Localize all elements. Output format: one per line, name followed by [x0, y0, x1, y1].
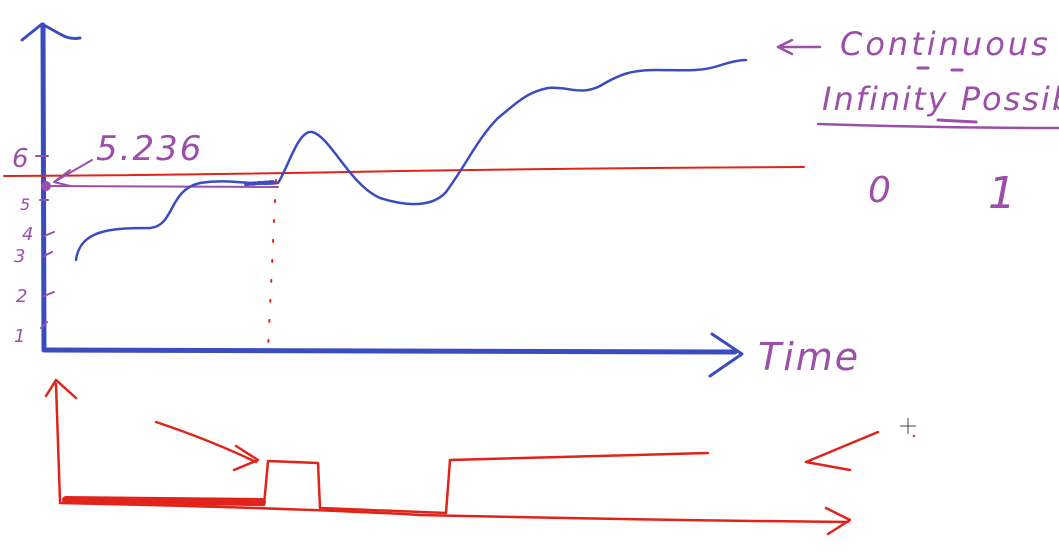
- infinity-underline: [816, 122, 1059, 130]
- y-tick-3: [43, 251, 53, 257]
- y-axis-arrowhead: [20, 22, 82, 42]
- digital-signal: [64, 451, 710, 515]
- y-tick-label-4: 4: [22, 224, 33, 245]
- sample-value-label: 5.236: [96, 129, 203, 169]
- dash-marks: [916, 66, 978, 124]
- sample-value-line: [45, 185, 279, 188]
- red-reference-line: [3, 166, 805, 177]
- sample-value-pointer: [53, 159, 93, 187]
- continuous-pointer-arrow: [776, 38, 822, 56]
- analog-graph: 6 5 4 3 2 1 5.236 Time: [3, 22, 860, 379]
- digital-graph: [44, 378, 880, 536]
- digital-level-1: 1: [988, 168, 1016, 219]
- edge-pointer-arrow: [154, 420, 260, 472]
- y-tick-label-3: 3: [14, 246, 25, 267]
- x-axis-arrowhead: [708, 332, 744, 378]
- x-axis-label: Time: [758, 335, 860, 379]
- y-tick-2: [43, 291, 55, 297]
- y-tick-label-5: 5: [20, 195, 30, 214]
- sample-point-marks: [244, 180, 276, 186]
- crosshair-cursor-icon: [900, 418, 916, 438]
- y-tick-4: [43, 231, 55, 237]
- sample-time-guide: [267, 179, 277, 351]
- digital-pointer-arrow: [804, 430, 880, 472]
- y-tick-label-6: 6: [12, 144, 29, 174]
- digital-level-0: 0: [868, 170, 891, 211]
- x-axis: [41, 347, 738, 355]
- sample-value-dot: [41, 181, 51, 191]
- analog-signal-curve: [74, 58, 748, 262]
- continuous-note: Continuous: [840, 25, 1051, 63]
- digital-x-axis: [58, 501, 852, 536]
- digital-y-axis: [44, 378, 78, 504]
- y-tick-label-1: 1: [14, 326, 25, 347]
- y-tick-1: [40, 321, 48, 329]
- notes: Continuous Infinity Possib 0 1: [776, 25, 1059, 219]
- infinity-note: Infinity Possib: [822, 80, 1059, 118]
- y-tick-label-2: 2: [16, 286, 27, 307]
